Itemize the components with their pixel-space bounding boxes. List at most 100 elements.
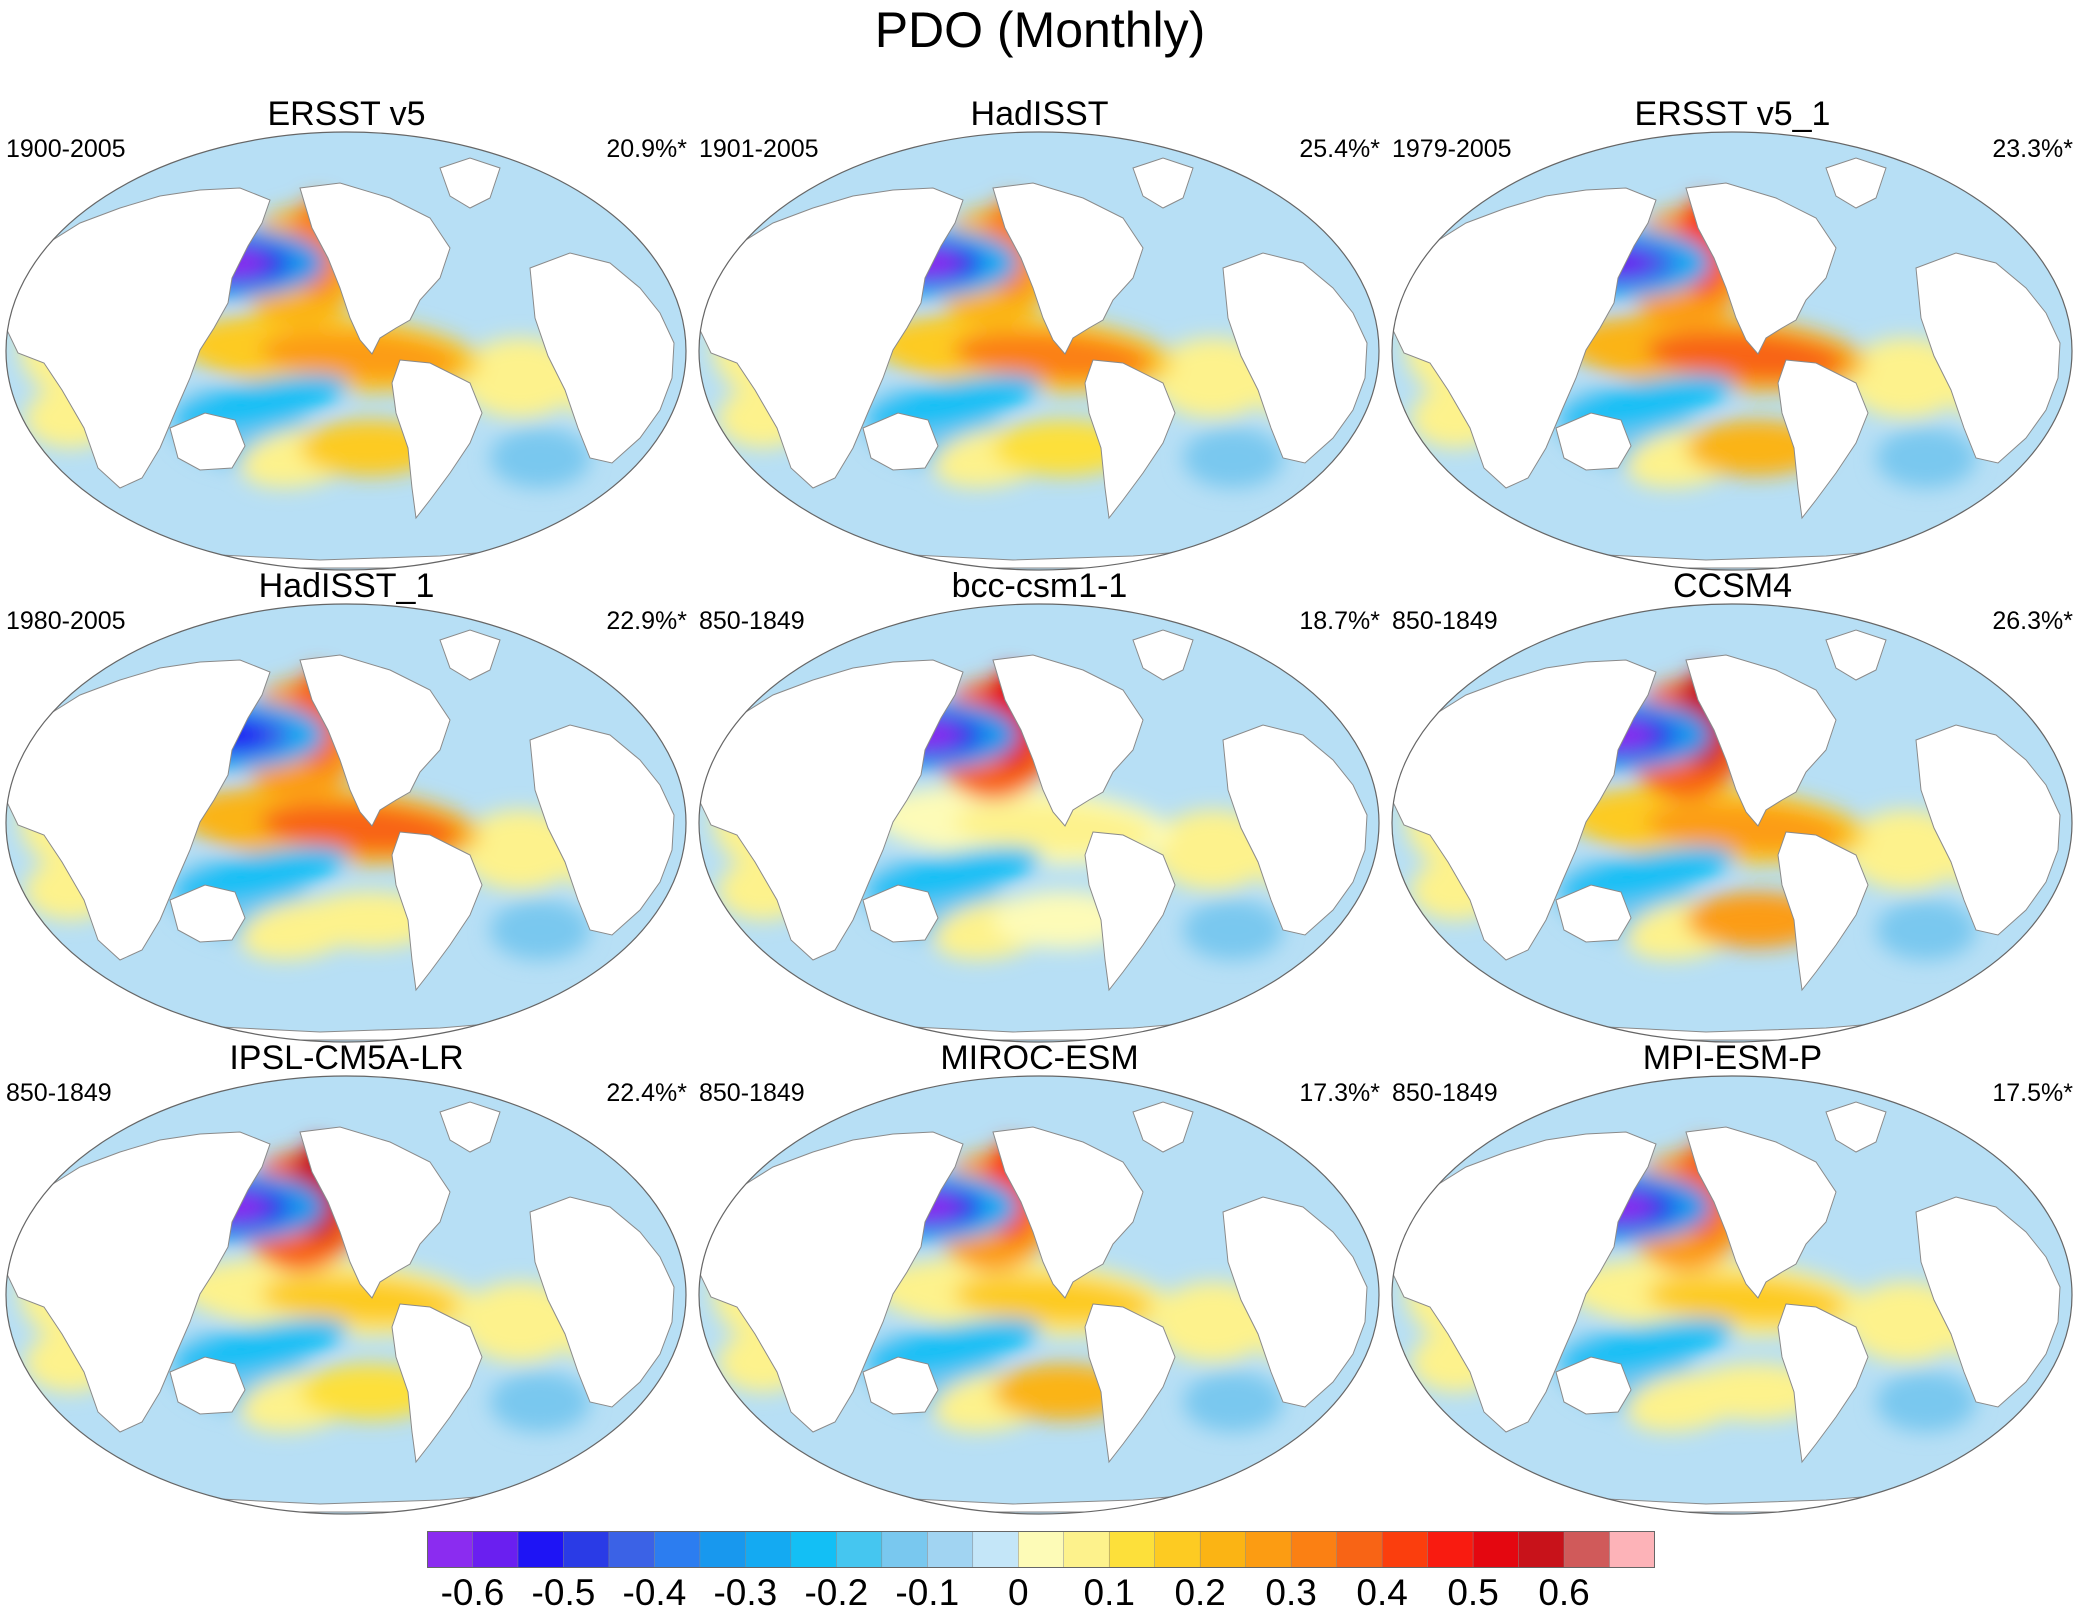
land-mass xyxy=(1777,1303,1869,1464)
land-mass xyxy=(1685,182,1837,355)
land-mass xyxy=(391,359,483,520)
anomaly-blob xyxy=(1183,1372,1283,1432)
colorbar-swatch xyxy=(927,1531,974,1568)
colorbar-swatch xyxy=(1563,1531,1611,1568)
panel-title: bcc-csm1-1 xyxy=(951,567,1128,605)
panel-variance: 22.4%* xyxy=(606,1079,687,1107)
map-outline xyxy=(5,1075,687,1515)
panel-period: 1979-2005 xyxy=(1392,135,1512,163)
land-mass xyxy=(1685,654,1837,827)
panel-title: MPI-ESM-P xyxy=(1642,1039,1823,1077)
anomaly-blob xyxy=(1876,428,1976,488)
panel-variance: 23.3%* xyxy=(1992,135,2073,163)
panel-variance: 18.7%* xyxy=(1299,607,1380,635)
land-mass xyxy=(1915,724,2061,936)
colorbar-swatch xyxy=(1018,1531,1065,1568)
map-outline xyxy=(5,603,687,1043)
world-map xyxy=(5,603,687,1043)
colorbar-swatch xyxy=(1245,1531,1292,1568)
colorbar-label: 0.1 xyxy=(1083,1572,1135,1613)
land-mass xyxy=(1915,1196,2061,1408)
colorbar-swatch xyxy=(654,1531,701,1568)
colorbar-label: 0.5 xyxy=(1447,1572,1499,1613)
land-mass xyxy=(6,1131,271,1433)
map-panel: IPSL-CM5A-LR 850-1849 22.4%* xyxy=(0,1039,693,1519)
land-mass xyxy=(1555,884,1632,943)
figure-title: PDO (Monthly) xyxy=(874,2,1206,58)
colorbar-swatch xyxy=(1472,1531,1520,1568)
panel-period: 850-1849 xyxy=(1392,1079,1498,1107)
land-mass xyxy=(699,1131,964,1433)
land-mass xyxy=(1825,1101,1887,1153)
panel-period: 1980-2005 xyxy=(6,607,126,635)
colorbar-swatch xyxy=(563,1531,610,1568)
panel-period: 1901-2005 xyxy=(699,135,819,163)
map-outline xyxy=(698,1075,1380,1515)
land-mass xyxy=(169,884,246,943)
map-outline xyxy=(698,603,1380,1043)
colorbar-swatch xyxy=(1609,1531,1655,1568)
land-mass xyxy=(439,1101,501,1153)
world-map xyxy=(5,1075,687,1515)
land-mass xyxy=(391,831,483,992)
panel-period: 850-1849 xyxy=(6,1079,112,1107)
land-mass xyxy=(439,157,501,209)
land-mass xyxy=(1392,187,1657,489)
land-mass xyxy=(1392,659,1657,961)
map-panel: bcc-csm1-1 850-1849 18.7%* xyxy=(693,567,1386,1047)
colorbar-swatch xyxy=(745,1531,792,1568)
colorbar-swatch xyxy=(881,1531,929,1568)
anomaly-blob xyxy=(1876,1372,1976,1432)
land-mass xyxy=(1084,831,1176,992)
panel-period: 850-1849 xyxy=(699,1079,805,1107)
land-mass xyxy=(299,654,451,827)
land-mass xyxy=(1777,831,1869,992)
land-mass xyxy=(439,629,501,681)
land-mass xyxy=(699,659,964,961)
colorbar-swatch xyxy=(1290,1531,1338,1568)
panel-period: 1900-2005 xyxy=(6,135,126,163)
panel-title: MIROC-ESM xyxy=(940,1039,1139,1077)
colorbar-label: -0.6 xyxy=(440,1572,505,1613)
land-mass xyxy=(992,1126,1144,1299)
colorbar-border xyxy=(427,1531,1655,1568)
map-outline xyxy=(1391,131,2073,571)
land-mass xyxy=(1777,359,1869,520)
colorbar-label: 0.3 xyxy=(1265,1572,1317,1613)
colorbar-swatch xyxy=(790,1531,838,1568)
panel-period: 850-1849 xyxy=(699,607,805,635)
land-mass xyxy=(862,884,939,943)
anomaly-blob xyxy=(490,900,590,960)
colorbar-label: 0.4 xyxy=(1356,1572,1408,1613)
land-mass xyxy=(1555,1356,1632,1415)
land-mass xyxy=(1685,1126,1837,1299)
colorbar-label: -0.2 xyxy=(804,1572,869,1613)
colorbar-swatch xyxy=(517,1531,565,1568)
anomaly-blob xyxy=(1876,900,1976,960)
world-map xyxy=(5,131,687,571)
land-mass xyxy=(1132,157,1194,209)
land-mass xyxy=(1825,157,1887,209)
panel-period: 850-1849 xyxy=(1392,607,1498,635)
map-outline xyxy=(5,131,687,571)
panel-variance: 17.3%* xyxy=(1299,1079,1380,1107)
colorbar-swatch xyxy=(836,1531,883,1568)
land-mass xyxy=(699,187,964,489)
panel-variance: 20.9%* xyxy=(606,135,687,163)
map-panel: MPI-ESM-P 850-1849 17.5%* xyxy=(1386,1039,2079,1519)
panel-variance: 17.5%* xyxy=(1992,1079,2073,1107)
colorbar-swatch xyxy=(608,1531,656,1568)
land-mass xyxy=(6,187,271,489)
land-mass xyxy=(1222,1196,1368,1408)
map-panel: ERSST v5_1 1979-2005 23.3%* xyxy=(1386,95,2079,575)
colorbar-swatch xyxy=(1336,1531,1383,1568)
panel-title: HadISST xyxy=(970,95,1109,133)
panel-variance: 25.4%* xyxy=(1299,135,1380,163)
land-mass xyxy=(1825,629,1887,681)
colorbar-label: -0.5 xyxy=(531,1572,596,1613)
colorbar-swatch xyxy=(699,1531,747,1568)
land-mass xyxy=(992,654,1144,827)
world-map xyxy=(1391,1075,2073,1515)
world-map xyxy=(698,131,1380,571)
map-panel: HadISST_1 1980-2005 22.9%* xyxy=(0,567,693,1047)
